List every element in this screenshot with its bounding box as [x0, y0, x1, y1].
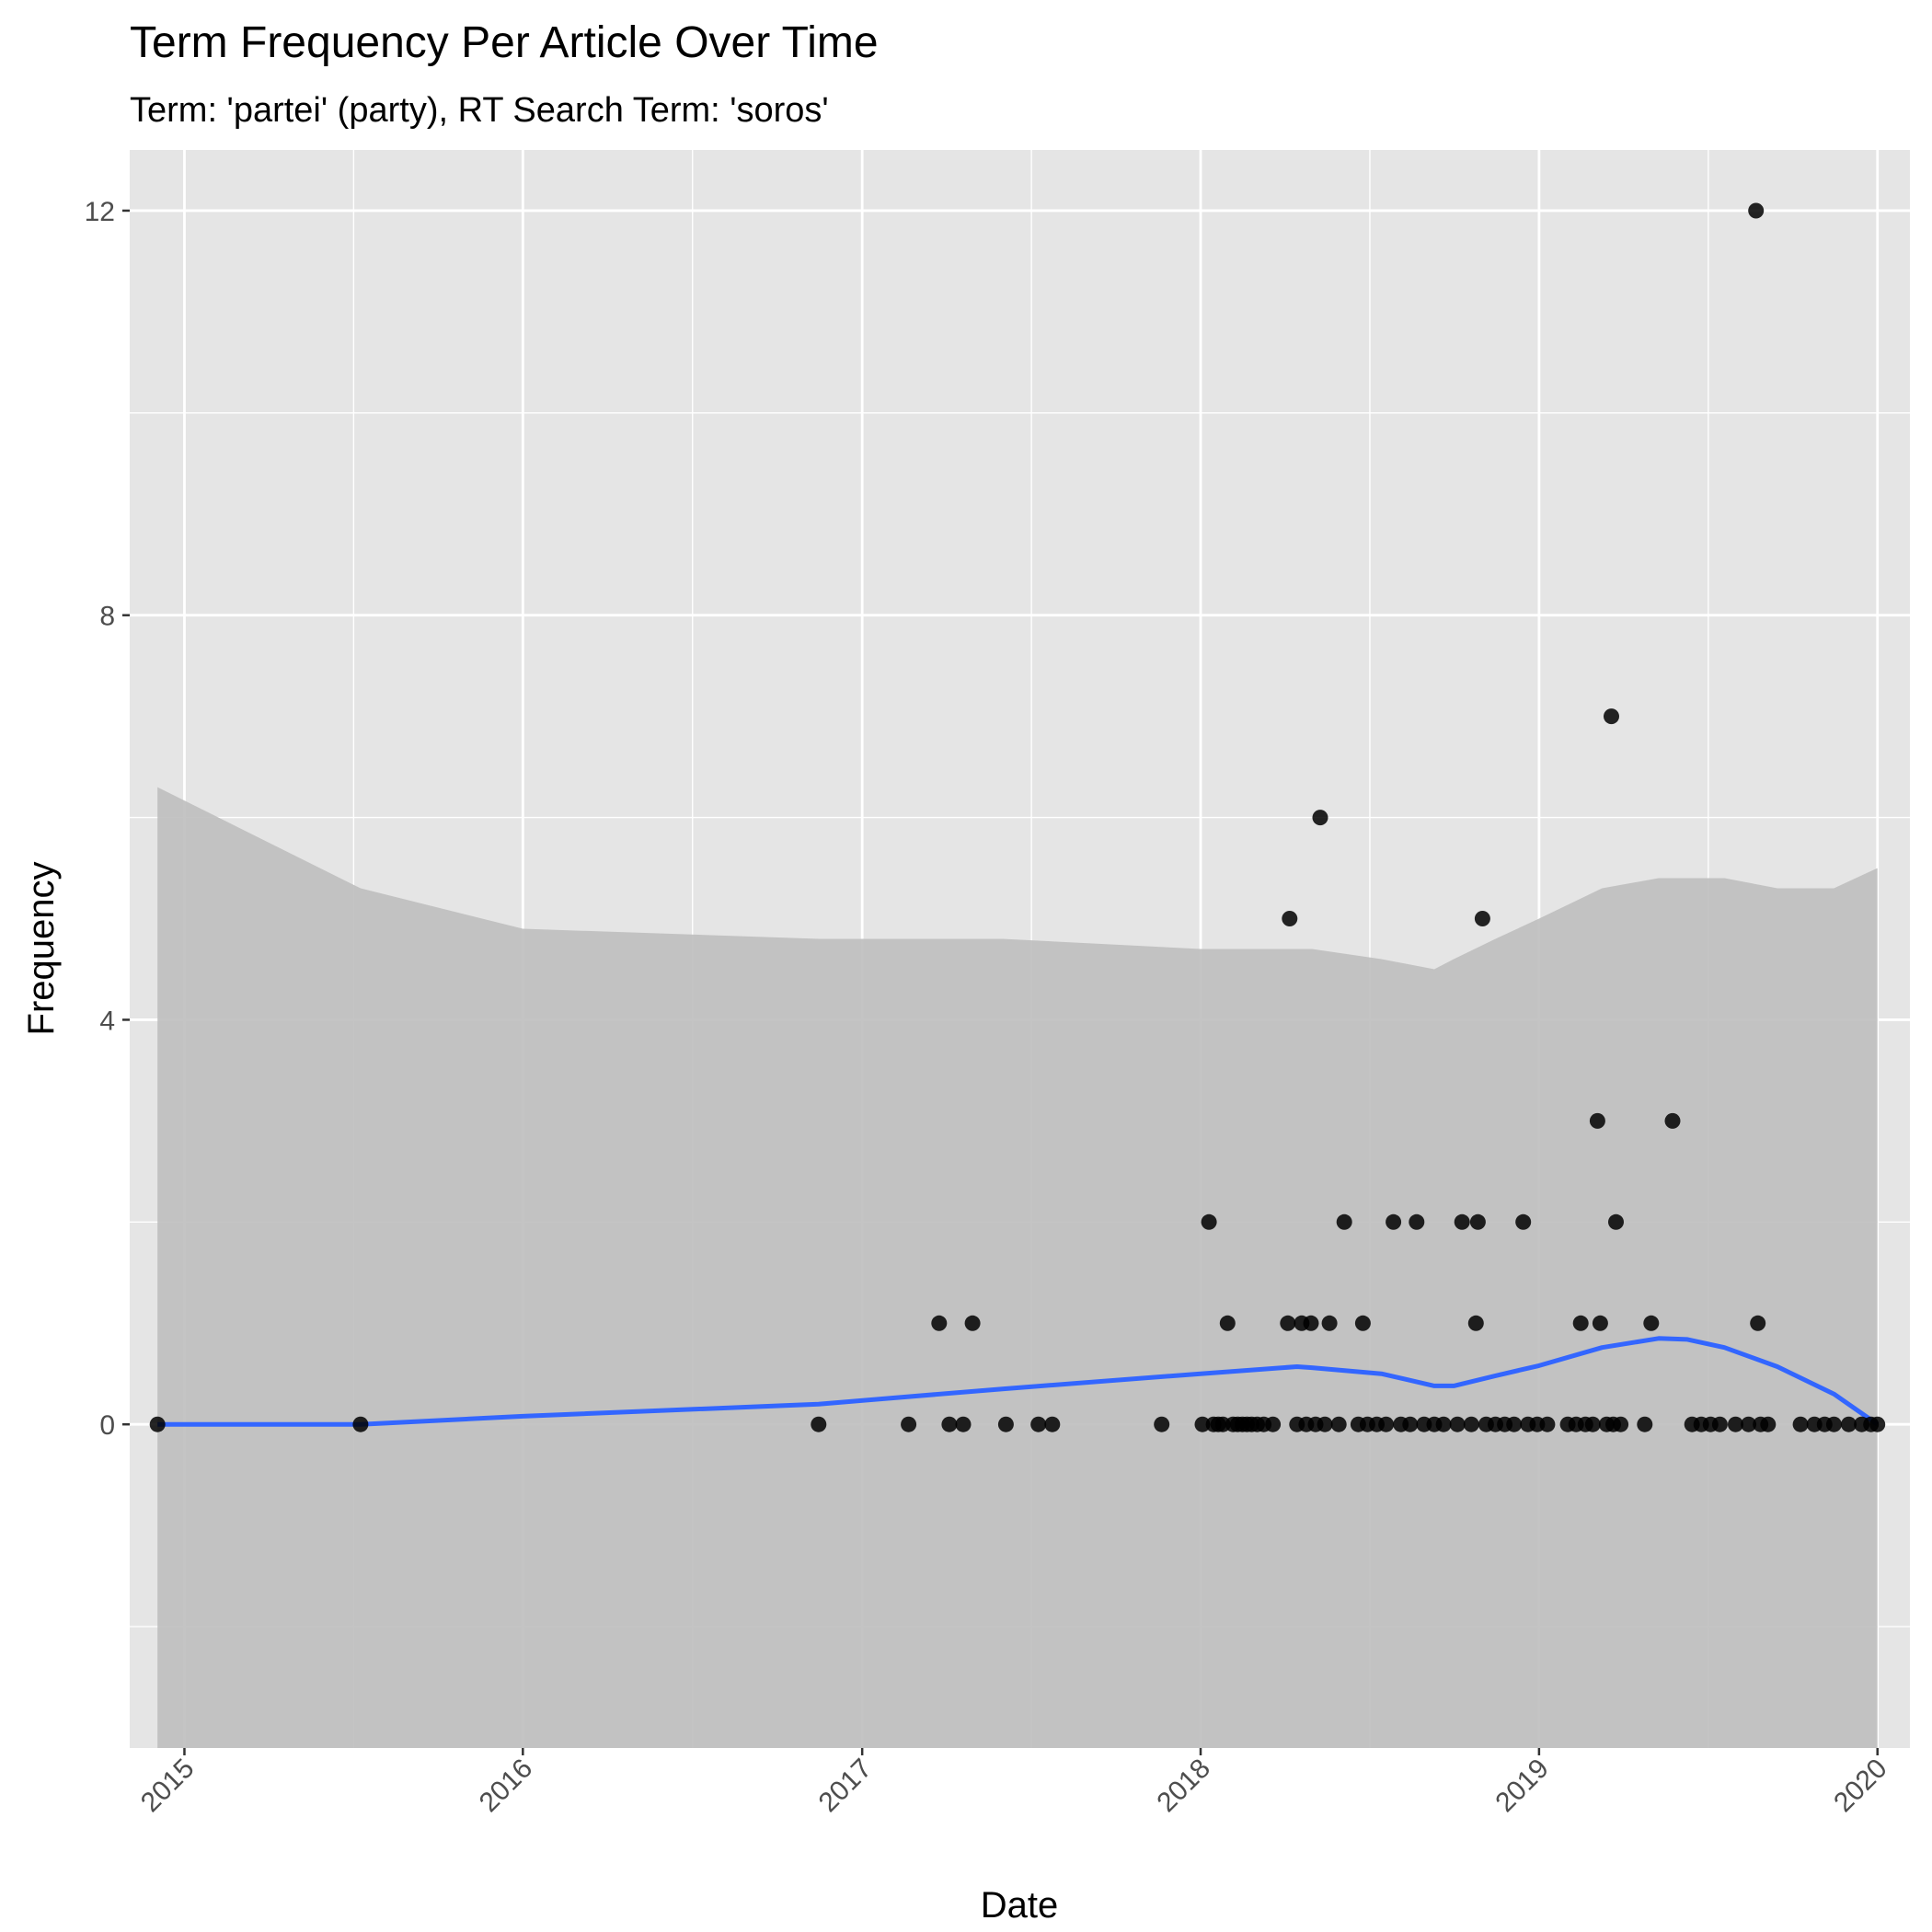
data-points [149, 202, 1886, 1432]
data-point [1637, 1416, 1653, 1432]
data-point [1608, 1213, 1624, 1230]
data-point [1321, 1315, 1338, 1331]
data-point [1265, 1416, 1282, 1432]
data-point [997, 1416, 1014, 1432]
confidence-ribbon [157, 787, 1878, 1748]
data-point [1589, 1112, 1605, 1129]
x-tick-label: 2017 [813, 1754, 879, 1819]
data-point [1030, 1416, 1047, 1432]
data-point [1741, 1416, 1757, 1432]
data-point [1154, 1416, 1170, 1432]
data-point [1711, 1416, 1728, 1432]
x-tick-label: 2019 [1489, 1754, 1555, 1819]
data-point [955, 1416, 972, 1432]
x-tick-label: 2015 [135, 1754, 201, 1819]
data-point [1336, 1213, 1352, 1230]
data-point [1643, 1315, 1660, 1331]
data-point [964, 1315, 981, 1331]
data-point [901, 1416, 917, 1432]
data-point [1841, 1416, 1857, 1432]
data-point [1280, 1315, 1296, 1331]
data-point [1604, 708, 1619, 725]
data-point [1572, 1315, 1589, 1331]
data-point [1748, 202, 1765, 219]
data-point [1317, 1416, 1333, 1432]
data-point [1312, 810, 1328, 826]
data-point [1515, 1213, 1532, 1230]
data-point [1219, 1315, 1236, 1331]
data-point [1584, 1416, 1601, 1432]
x-axis: 2015 2016 2017 2018 2019 2020 [135, 1748, 1893, 1818]
data-point [1792, 1416, 1809, 1432]
data-point [1354, 1315, 1371, 1331]
data-point [352, 1416, 369, 1432]
data-point [811, 1416, 827, 1432]
data-point [1613, 1416, 1629, 1432]
data-point [1592, 1315, 1608, 1331]
data-point [941, 1416, 958, 1432]
y-tick-label: 4 [99, 1006, 115, 1036]
data-point [1454, 1213, 1470, 1230]
data-point [1463, 1416, 1479, 1432]
data-point [1869, 1416, 1886, 1432]
data-point [1330, 1416, 1347, 1432]
data-point [1449, 1416, 1466, 1432]
data-point [1303, 1315, 1319, 1331]
smooth-line [157, 1336, 1880, 1427]
data-point [1469, 1213, 1486, 1230]
data-point [1282, 911, 1298, 926]
confidence-ribbon-group [157, 787, 1878, 1748]
x-axis-title: Date [981, 1885, 1059, 1926]
smooth-line-group [157, 1336, 1880, 1427]
data-point [1409, 1213, 1425, 1230]
data-point [1664, 1112, 1681, 1129]
x-tick-label: 2020 [1828, 1754, 1893, 1819]
y-axis: 0 4 8 12 [85, 197, 130, 1441]
data-point [1750, 1315, 1766, 1331]
data-point [1194, 1416, 1211, 1432]
data-point [931, 1315, 948, 1331]
y-axis-title: Frequency [21, 862, 62, 1036]
chart-title: Term Frequency Per Article Over Time [130, 18, 879, 67]
data-point [1506, 1416, 1523, 1432]
data-point [149, 1416, 166, 1432]
data-point [1539, 1416, 1556, 1432]
y-tick-label: 12 [85, 197, 115, 227]
data-point [1760, 1416, 1777, 1432]
data-point [1435, 1416, 1452, 1432]
data-point [1825, 1416, 1842, 1432]
data-point [1728, 1416, 1743, 1432]
data-point [1402, 1416, 1419, 1432]
data-point [1467, 1315, 1484, 1331]
data-point [1386, 1213, 1402, 1230]
data-point [1474, 911, 1490, 926]
data-point [1201, 1213, 1217, 1230]
data-point [1378, 1416, 1395, 1432]
y-tick-label: 8 [99, 602, 115, 632]
data-point [1044, 1416, 1061, 1432]
x-tick-label: 2016 [474, 1754, 539, 1819]
y-tick-label: 0 [99, 1410, 115, 1441]
x-tick-label: 2018 [1151, 1754, 1216, 1819]
chart-subtitle: Term: 'partei' (party), RT Search Term: … [130, 91, 829, 130]
